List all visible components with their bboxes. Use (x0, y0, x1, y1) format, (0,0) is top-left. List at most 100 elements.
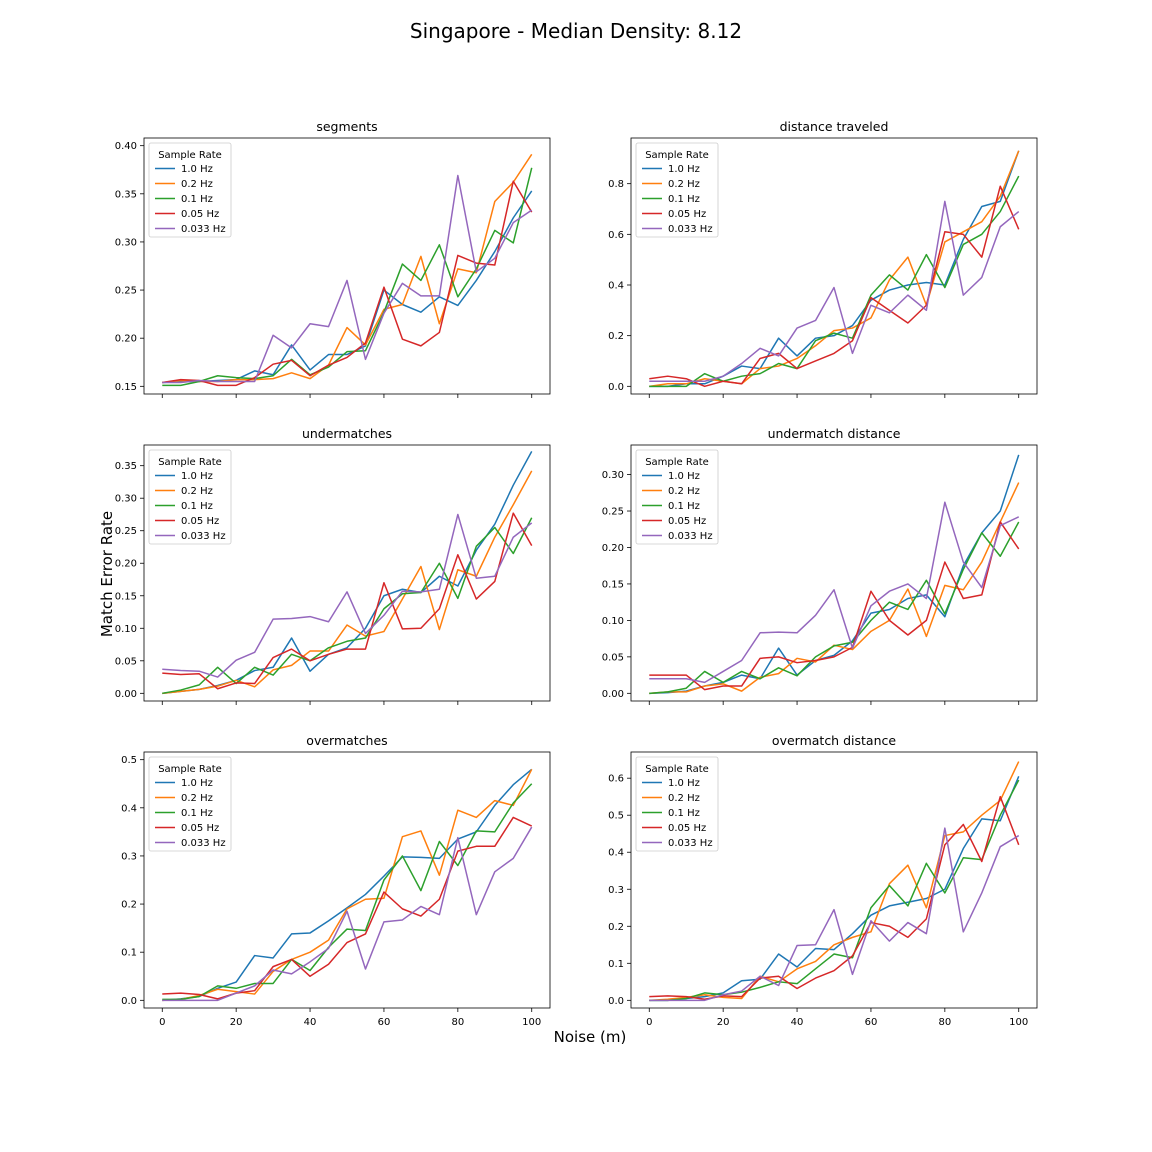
y-tick-label: 0.4 (608, 848, 624, 859)
axes-frame (630, 751, 1038, 1009)
y-tick-label: 0.6 (608, 230, 624, 241)
y-tick-label: 0.35 (115, 189, 137, 200)
y-tick-label: 0.20 (115, 559, 137, 570)
x-tick-label: 100 (522, 1017, 541, 1028)
legend-entry: 0.05 Hz (181, 823, 219, 834)
legend-entry: 0.05 Hz (668, 823, 706, 834)
series-line-0-2-hz (649, 761, 1020, 1002)
x-tick-label: 0 (646, 1017, 652, 1028)
y-tick-label: 0.25 (115, 286, 137, 297)
legend-entry: 0.033 Hz (668, 838, 713, 849)
legend: Sample Rate 1.0 Hz 0.2 Hz 0.1 Hz 0.05 Hz 0.03… (635, 756, 719, 852)
x-tick-label: 60 (378, 1017, 391, 1028)
x-axis-label: Noise (m) (554, 1028, 627, 1046)
y-tick-label: 0.15 (602, 579, 624, 590)
legend-entry: 0.033 Hz (668, 531, 713, 542)
legend-entry: 0.1 Hz (668, 808, 700, 819)
series-line-0-05-hz (162, 512, 533, 690)
x-tick-label: 20 (717, 1017, 730, 1028)
x-tick-label: 100 (1009, 1017, 1028, 1028)
legend-entry: 0.2 Hz (668, 486, 700, 497)
y-tick-label: 0.10 (115, 624, 137, 635)
y-tick-label: 0.1 (121, 948, 137, 959)
figure-title: Singapore - Median Density: 8.12 (410, 19, 742, 43)
y-tick-label: 0.30 (115, 494, 137, 505)
y-tick-label: 0.2 (608, 331, 624, 342)
series-line-0-033-hz (162, 513, 533, 678)
series-line-0-033-hz (649, 501, 1020, 684)
y-tick-label: 0.0 (121, 996, 137, 1007)
x-tick-label: 80 (451, 1017, 464, 1028)
y-tick-label: 0.35 (115, 461, 137, 472)
subplot-title: undermatch distance (768, 426, 901, 441)
legend-entry: 0.2 Hz (181, 793, 213, 804)
x-tick-label: 40 (791, 1017, 804, 1028)
legend: Sample Rate 1.0 Hz 0.2 Hz 0.1 Hz 0.05 Hz 0.03… (148, 142, 232, 238)
y-tick-label: 0.2 (608, 922, 624, 933)
series-line-0-033-hz (649, 200, 1020, 382)
legend-title: Sample Rate (645, 150, 709, 161)
legend-title: Sample Rate (158, 150, 222, 161)
legend-entry: 0.05 Hz (181, 209, 219, 220)
y-tick-label: 0.15 (115, 382, 137, 393)
subplot-title: overmatch distance (772, 733, 896, 748)
x-tick-label: 80 (938, 1017, 951, 1028)
legend-entry: 0.1 Hz (668, 501, 700, 512)
y-tick-label: 0.0 (608, 996, 624, 1007)
y-tick-label: 0.5 (121, 755, 137, 766)
legend-entry: 0.05 Hz (181, 516, 219, 527)
legend: Sample Rate 1.0 Hz 0.2 Hz 0.1 Hz 0.05 Hz 0.03… (148, 449, 232, 545)
series-line-1-0-hz (649, 150, 1020, 388)
y-tick-label: 0.20 (115, 334, 137, 345)
subplot-overmatch-distance: overmatch distance 0 20 40 60 80 100 0.0 0.1 0.2 0… (608, 733, 1038, 1028)
legend-entry: 0.033 Hz (668, 224, 713, 235)
series-line-0-05-hz (649, 185, 1020, 388)
y-tick-label: 0.4 (121, 803, 137, 814)
legend-entry: 1.0 Hz (668, 778, 700, 789)
legend-entry: 0.2 Hz (181, 486, 213, 497)
legend-entry: 0.05 Hz (668, 209, 706, 220)
legend-entry: 0.033 Hz (181, 838, 226, 849)
subplot-title: distance traveled (780, 119, 889, 134)
subplot-title: undermatches (302, 426, 392, 441)
y-tick-label: 0.05 (602, 652, 624, 663)
legend-entry: 1.0 Hz (181, 471, 213, 482)
y-tick-label: 0.15 (115, 591, 137, 602)
legend-title: Sample Rate (158, 457, 222, 468)
subplot-distance-traveled: distance traveled 0.0 0.2 0.4 0.6 0.8 Sample R… (608, 119, 1038, 398)
subplot-segments: segments 0.15 0.20 0.25 0.30 0.35 0.40 Sample R… (115, 119, 551, 398)
y-tick-label: 0.00 (602, 689, 624, 700)
subplot-undermatch-distance: undermatch distance 0.00 0.05 0.10 0.15 0.20 0… (602, 426, 1038, 705)
series-line-0-1-hz (162, 783, 533, 1001)
legend-entry: 0.2 Hz (668, 793, 700, 804)
legend-entry: 0.2 Hz (668, 179, 700, 190)
legend-title: Sample Rate (645, 457, 709, 468)
series-group (649, 454, 1020, 695)
legend-entry: 0.1 Hz (181, 194, 213, 205)
series-group (162, 153, 533, 387)
series-line-0-1-hz (162, 167, 533, 387)
subplot-title: segments (316, 119, 377, 134)
y-tick-label: 0.25 (602, 507, 624, 518)
series-line-0-033-hz (162, 826, 533, 1002)
legend-entry: 0.1 Hz (181, 501, 213, 512)
legend-entry: 0.033 Hz (181, 531, 226, 542)
legend-entry: 0.033 Hz (181, 224, 226, 235)
series-line-0-033-hz (649, 827, 1020, 1002)
series-line-0-05-hz (162, 816, 533, 1000)
series-line-0-1-hz (649, 779, 1020, 1002)
legend-title: Sample Rate (645, 764, 709, 775)
y-tick-label: 0.25 (115, 526, 137, 537)
x-tick-label: 0 (159, 1017, 165, 1028)
series-group (649, 761, 1020, 1002)
legend-entry: 0.05 Hz (668, 516, 706, 527)
subplot-overmatches: overmatches 0 20 40 60 80 100 0.0 0.1 0.2 0.3 0.4 0.… (121, 733, 551, 1028)
series-line-0-05-hz (649, 521, 1020, 691)
x-tick-label: 60 (865, 1017, 878, 1028)
axes-frame (630, 444, 1038, 702)
axes-frame (143, 444, 551, 702)
y-tick-label: 0.6 (608, 774, 624, 785)
axes-frame (143, 751, 551, 1009)
y-tick-label: 0.3 (121, 851, 137, 862)
